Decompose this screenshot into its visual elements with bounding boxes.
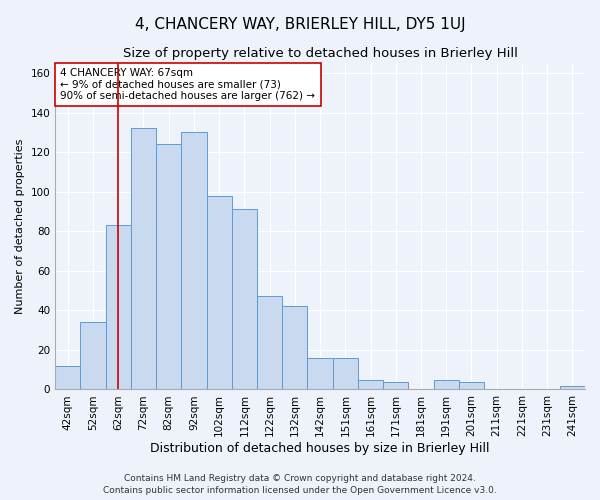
Title: Size of property relative to detached houses in Brierley Hill: Size of property relative to detached ho… <box>122 48 518 60</box>
Bar <box>131 128 156 390</box>
Bar <box>459 382 484 390</box>
Bar <box>282 306 307 390</box>
Bar <box>156 144 181 390</box>
Bar <box>434 380 459 390</box>
Bar <box>383 382 409 390</box>
Bar <box>358 380 383 390</box>
Bar <box>257 296 282 390</box>
Bar <box>106 226 131 390</box>
Bar <box>80 322 106 390</box>
Bar <box>332 358 358 390</box>
Bar <box>307 358 332 390</box>
Text: 4 CHANCERY WAY: 67sqm
← 9% of detached houses are smaller (73)
90% of semi-detac: 4 CHANCERY WAY: 67sqm ← 9% of detached h… <box>61 68 316 101</box>
Bar <box>181 132 206 390</box>
Text: Contains HM Land Registry data © Crown copyright and database right 2024.
Contai: Contains HM Land Registry data © Crown c… <box>103 474 497 495</box>
Bar <box>232 210 257 390</box>
X-axis label: Distribution of detached houses by size in Brierley Hill: Distribution of detached houses by size … <box>151 442 490 455</box>
Bar <box>560 386 585 390</box>
Text: 4, CHANCERY WAY, BRIERLEY HILL, DY5 1UJ: 4, CHANCERY WAY, BRIERLEY HILL, DY5 1UJ <box>134 18 466 32</box>
Y-axis label: Number of detached properties: Number of detached properties <box>15 138 25 314</box>
Bar <box>206 196 232 390</box>
Bar <box>55 366 80 390</box>
